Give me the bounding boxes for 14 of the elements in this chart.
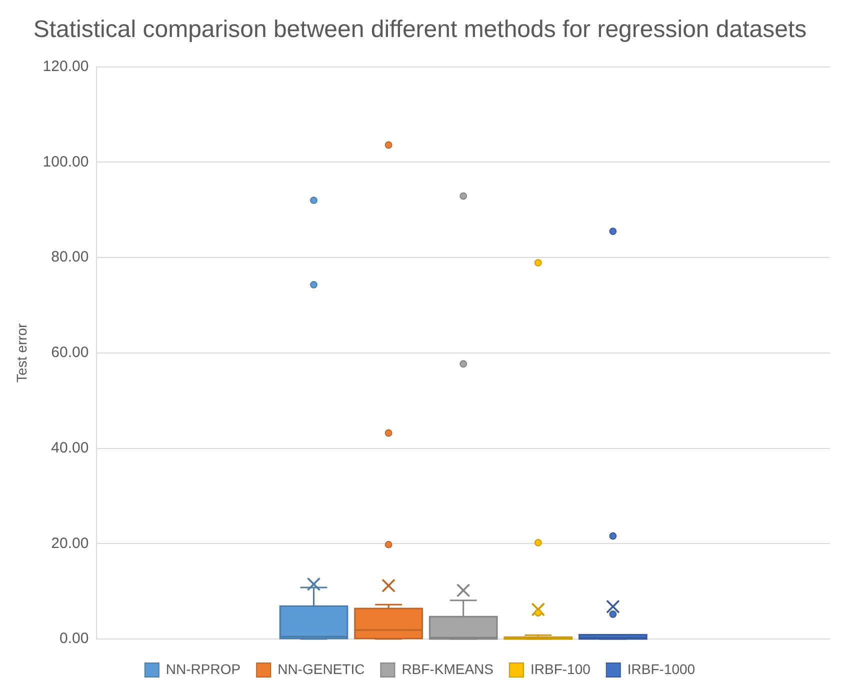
legend-label: IRBF-1000 (627, 660, 696, 677)
y-tick-label: 40.00 (51, 439, 89, 456)
y-tick-label: 0.00 (59, 630, 89, 648)
legend-label: NN-GENETIC (278, 660, 365, 677)
y-axis-title: Test error (13, 323, 30, 382)
chart-title: Statistical comparison between different methods for regression datasets (33, 16, 807, 44)
legend-label: IRBF-100 (530, 660, 591, 677)
legend-label: NN-RPROP (166, 660, 241, 677)
legend-label: RBF-KMEANS (402, 660, 494, 677)
y-tick-label: 80.00 (51, 248, 89, 266)
y-tick-label: 60.00 (51, 344, 89, 362)
y-tick-label: 20.00 (51, 534, 89, 552)
y-tick-label: 100.00 (42, 153, 89, 170)
y-tick-label: 120.00 (42, 58, 89, 75)
